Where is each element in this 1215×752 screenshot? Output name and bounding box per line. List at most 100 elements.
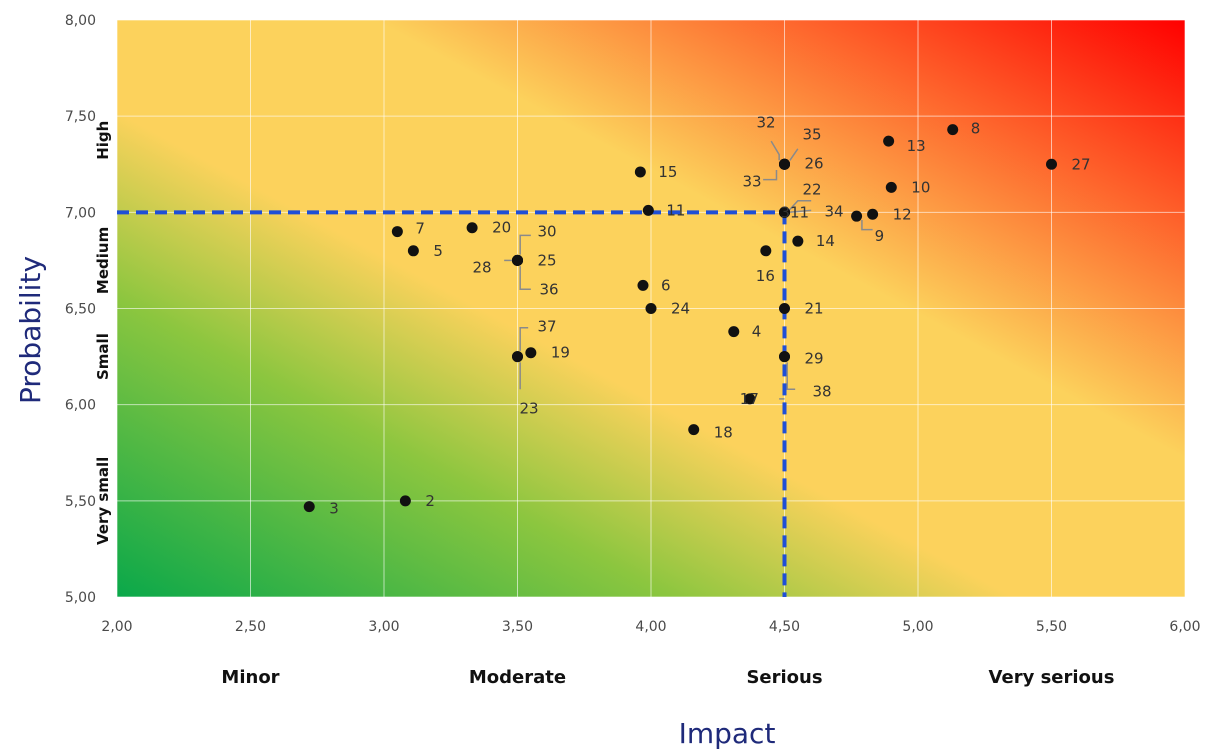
probability-category-label: High xyxy=(94,121,112,160)
x-tick-label: 3,50 xyxy=(502,619,533,635)
x-tick-label: 4,00 xyxy=(635,619,666,635)
risk-point-14 xyxy=(792,235,804,247)
risk-point-label-28: 28 xyxy=(473,258,492,276)
risk-point-36 xyxy=(512,254,523,266)
risk-point-10 xyxy=(885,181,897,193)
x-tick-label: 3,00 xyxy=(368,619,399,635)
risk-point-11 xyxy=(642,204,654,216)
risk-point-label-24: 24 xyxy=(671,300,690,318)
x-tick-label: 2,00 xyxy=(101,619,132,635)
leader-line-32 xyxy=(770,140,780,161)
risk-points xyxy=(303,124,1057,513)
risk-point-label-13: 13 xyxy=(907,137,926,155)
risk-point-label-9: 9 xyxy=(875,227,885,245)
x-tick-label: 4,50 xyxy=(769,619,800,635)
threshold-lines xyxy=(117,210,787,597)
leader-line-30 xyxy=(519,234,531,255)
risk-point-label-10: 10 xyxy=(911,178,930,196)
risk-point-21 xyxy=(779,303,790,314)
risk-point-label-1: 1 xyxy=(800,203,810,221)
risk-point-20 xyxy=(466,222,478,234)
impact-category-label: Very serious xyxy=(989,667,1115,688)
y-tick-label: 5,00 xyxy=(65,590,96,606)
risk-point-label-18: 18 xyxy=(714,424,733,442)
leader-line-33 xyxy=(763,170,778,181)
y-axis-ticks: 5,00 5,50 6,00 6,50 7,00 7,50 8,00 xyxy=(65,13,96,606)
leader-line-9 xyxy=(861,220,873,231)
risk-point-label-30: 30 xyxy=(538,222,557,240)
risk-point-label-35: 35 xyxy=(803,125,822,143)
risk-point-24 xyxy=(645,303,657,314)
y-tick-label: 7,00 xyxy=(65,205,96,221)
risk-point-label-21: 21 xyxy=(805,300,824,318)
y-tick-label: 8,00 xyxy=(65,13,96,29)
risk-point-37 xyxy=(512,351,523,363)
risk-point-label-19: 19 xyxy=(551,344,570,362)
risk-point-label-22: 22 xyxy=(803,180,822,198)
risk-point-label-32: 32 xyxy=(757,113,776,131)
risk-point-label-12: 12 xyxy=(893,205,912,223)
risk-point-34 xyxy=(779,206,790,218)
risk-point-label-16: 16 xyxy=(756,267,775,285)
risk-point-label-36: 36 xyxy=(540,280,559,298)
risk-point-label-31: 31 xyxy=(781,203,800,221)
risk-point-12 xyxy=(867,208,879,220)
impact-categories: Minor Moderate Serious Very serious xyxy=(221,667,1114,688)
x-tick-label: 6,00 xyxy=(1169,619,1200,635)
risk-point-label-20: 20 xyxy=(492,219,511,237)
risk-point-16 xyxy=(760,245,772,257)
impact-category-label: Moderate xyxy=(469,667,566,688)
impact-category-label: Minor xyxy=(221,667,279,688)
risk-point-9 xyxy=(851,210,863,222)
risk-point-label-25: 25 xyxy=(538,251,557,269)
x-axis-ticks: 2,00 2,50 3,00 3,50 4,00 4,50 5,00 5,50 6,00 xyxy=(101,619,1200,635)
risk-point-17 xyxy=(744,393,756,405)
probability-category-label: Small xyxy=(94,333,112,380)
y-tick-label: 6,00 xyxy=(65,398,96,414)
risk-point-27 xyxy=(1046,158,1057,170)
risk-point-label-34: 34 xyxy=(825,202,844,220)
probability-category-label: Medium xyxy=(94,227,112,294)
risk-point-label-15: 15 xyxy=(658,163,677,181)
risk-point-7 xyxy=(391,226,403,238)
risk-point-label-23: 23 xyxy=(520,400,539,418)
probability-category-label: Very small xyxy=(94,457,112,545)
risk-point-label-26: 26 xyxy=(805,154,824,172)
risk-point-2 xyxy=(399,495,411,507)
y-tick-label: 6,50 xyxy=(65,302,96,318)
risk-point-6 xyxy=(637,279,649,291)
risk-point-label-14: 14 xyxy=(816,232,835,250)
label-leader-lines xyxy=(504,140,873,400)
risk-point-8 xyxy=(947,124,959,136)
risk-point-18 xyxy=(688,424,700,436)
x-tick-label: 5,50 xyxy=(1036,619,1067,635)
risk-point-13 xyxy=(883,135,895,147)
risk-point-15 xyxy=(634,166,646,178)
leader-line-37 xyxy=(519,326,529,351)
risk-point-label-33: 33 xyxy=(743,172,762,190)
leader-line-35 xyxy=(789,148,799,161)
y-tick-label: 7,50 xyxy=(65,109,96,125)
risk-point-label-29: 29 xyxy=(805,350,824,368)
risk-point-5 xyxy=(407,245,419,257)
risk-point-label-4: 4 xyxy=(752,323,762,341)
risk-point-35 xyxy=(779,158,790,170)
risk-point-label-2: 2 xyxy=(425,492,435,510)
risk-point-3 xyxy=(303,501,315,513)
risk-point-4 xyxy=(728,326,740,338)
risk-point-label-38: 38 xyxy=(813,383,832,401)
risk-point-19 xyxy=(525,347,537,359)
y-tick-label: 5,50 xyxy=(65,494,96,510)
x-tick-label: 2,50 xyxy=(235,619,266,635)
x-axis-title: Impact xyxy=(679,717,776,750)
x-tick-label: 5,00 xyxy=(902,619,933,635)
impact-category-label: Serious xyxy=(746,667,822,688)
risk-point-38 xyxy=(779,351,790,363)
risk-point-label-27: 27 xyxy=(1072,155,1091,173)
risk-point-label-7: 7 xyxy=(415,220,425,238)
risk-point-label-3: 3 xyxy=(329,500,339,518)
risk-point-label-17: 17 xyxy=(740,390,759,408)
leader-line-22 xyxy=(786,200,812,213)
